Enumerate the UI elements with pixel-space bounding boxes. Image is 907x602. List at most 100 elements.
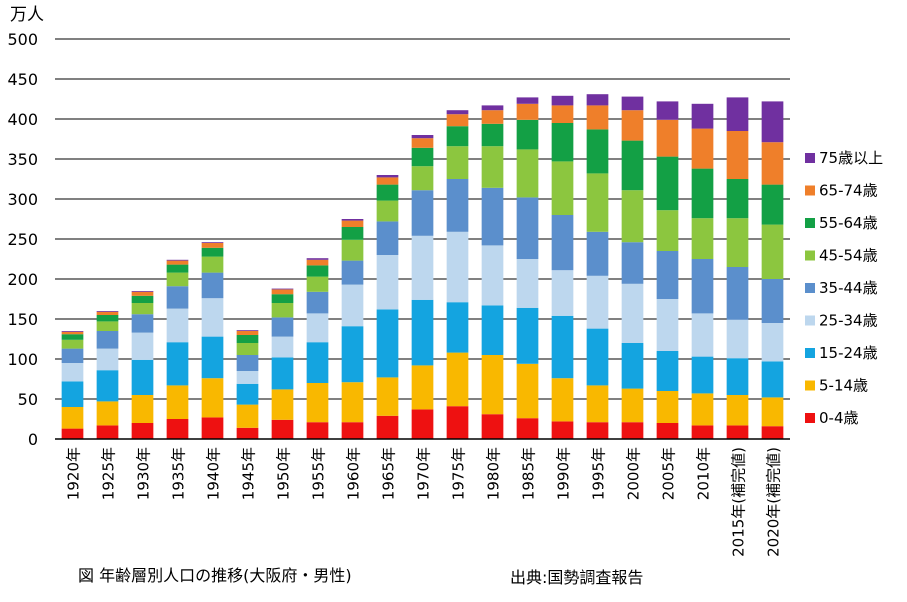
legend-label: 55-64歳 <box>819 214 878 232</box>
legend-swatch <box>805 348 815 358</box>
bar-segment <box>516 259 539 308</box>
legend-swatch <box>805 315 815 326</box>
bar-segment <box>551 105 574 123</box>
bar-segment <box>516 418 539 439</box>
bar-segment <box>61 428 84 439</box>
bar-segment <box>481 355 504 415</box>
bar-segment <box>726 395 749 426</box>
x-tick-label: 1970年 <box>415 447 433 500</box>
bar-segment <box>96 315 119 322</box>
bar-segment <box>446 179 469 232</box>
bar-segment <box>551 161 574 215</box>
bar-segment <box>411 365 434 410</box>
bar-segment <box>201 242 224 243</box>
bar-segment <box>96 401 119 426</box>
x-tick-label: 2015年(補完値) <box>730 447 748 557</box>
bar-segment <box>551 215 574 271</box>
x-tick-label: 2010年 <box>695 447 713 500</box>
bar-segment <box>691 393 714 426</box>
bar-segment <box>411 147 434 167</box>
bar-segment <box>656 391 679 423</box>
y-tick-label: 250 <box>7 230 38 249</box>
legend-swatch <box>805 283 815 293</box>
bar-segment <box>131 423 154 439</box>
bar-segment <box>586 422 609 439</box>
x-tick-label: 2000年 <box>625 447 643 500</box>
bar-segment <box>761 184 784 225</box>
x-tick-label: 1960年 <box>345 447 363 500</box>
bar-segment <box>376 377 399 416</box>
bar-segment <box>551 270 574 316</box>
bar-segment <box>201 417 224 439</box>
bar-segment <box>516 363 539 419</box>
bar-segment <box>271 389 294 420</box>
bar-segment <box>201 256 224 273</box>
bar-segment <box>271 357 294 390</box>
legend-swatch <box>805 413 815 423</box>
bar-segment <box>131 291 154 296</box>
bar-segment <box>376 255 399 310</box>
bar-segment <box>376 221 399 255</box>
bar-segment <box>516 97 539 104</box>
bar-segment <box>271 303 294 318</box>
bar-segment <box>61 363 84 382</box>
bar-segment <box>481 305 504 355</box>
bar-segment <box>341 220 364 227</box>
bar-segment <box>306 258 329 260</box>
bar-segment <box>131 295 154 303</box>
x-tick-label: 1990年 <box>555 447 573 500</box>
legend-swatch <box>805 153 815 163</box>
bar-segment <box>446 114 469 127</box>
bar-segment <box>446 146 469 179</box>
legend-swatch <box>805 218 815 228</box>
bar-segment <box>551 123 574 162</box>
x-tick-label: 1985年 <box>520 447 538 500</box>
bar-segment <box>306 313 329 343</box>
y-tick-label: 200 <box>7 270 38 289</box>
bar-segment <box>586 94 609 106</box>
bar-segment <box>271 419 294 439</box>
legend-label: 5-14歳 <box>819 377 868 395</box>
legend-swatch <box>805 250 815 261</box>
bar-segment <box>201 272 224 299</box>
y-axis-unit-label: 万人 <box>10 5 44 25</box>
bar-segment <box>236 355 259 371</box>
bar-segment <box>61 407 84 429</box>
bar-segment <box>166 342 189 386</box>
legend-label: 65-74歳 <box>819 182 878 200</box>
bar-segment <box>656 156 679 211</box>
bar-segment <box>761 361 784 398</box>
bar-segment <box>586 275 609 329</box>
bar-segment <box>446 126 469 147</box>
legend-label: 35-44歳 <box>819 279 878 297</box>
bar-segment <box>411 235 434 300</box>
bar-segment <box>481 146 504 188</box>
bar-segment <box>586 173 609 232</box>
bar-segment <box>236 331 259 335</box>
bar-segment <box>236 335 259 343</box>
bar-segment <box>761 323 784 362</box>
bar-segment <box>96 348 119 371</box>
bar-segment <box>656 423 679 439</box>
bar-segment <box>656 251 679 299</box>
bar-segment <box>306 291 329 314</box>
x-tick-label: 2020年(補完値) <box>765 447 783 557</box>
bar-segment <box>621 140 644 191</box>
bar-segment <box>481 414 504 439</box>
y-tick-label: 0 <box>28 430 38 449</box>
bar-segment <box>166 308 189 343</box>
bar-segment <box>236 343 259 355</box>
bar-segment <box>726 97 749 131</box>
bar-segment <box>621 190 644 243</box>
bar-segment <box>131 359 154 395</box>
bar-segment <box>726 319 749 359</box>
bar-segment <box>166 260 189 265</box>
chart-caption-title: 図 年齢層別人口の推移(大阪府・男性) <box>78 566 352 585</box>
bar-segment <box>516 149 539 198</box>
bar-segment <box>761 397 784 427</box>
bar-segment <box>446 110 469 115</box>
bar-segment <box>341 326 364 383</box>
bar-segment <box>236 404 259 428</box>
bar-segment <box>691 168 714 219</box>
